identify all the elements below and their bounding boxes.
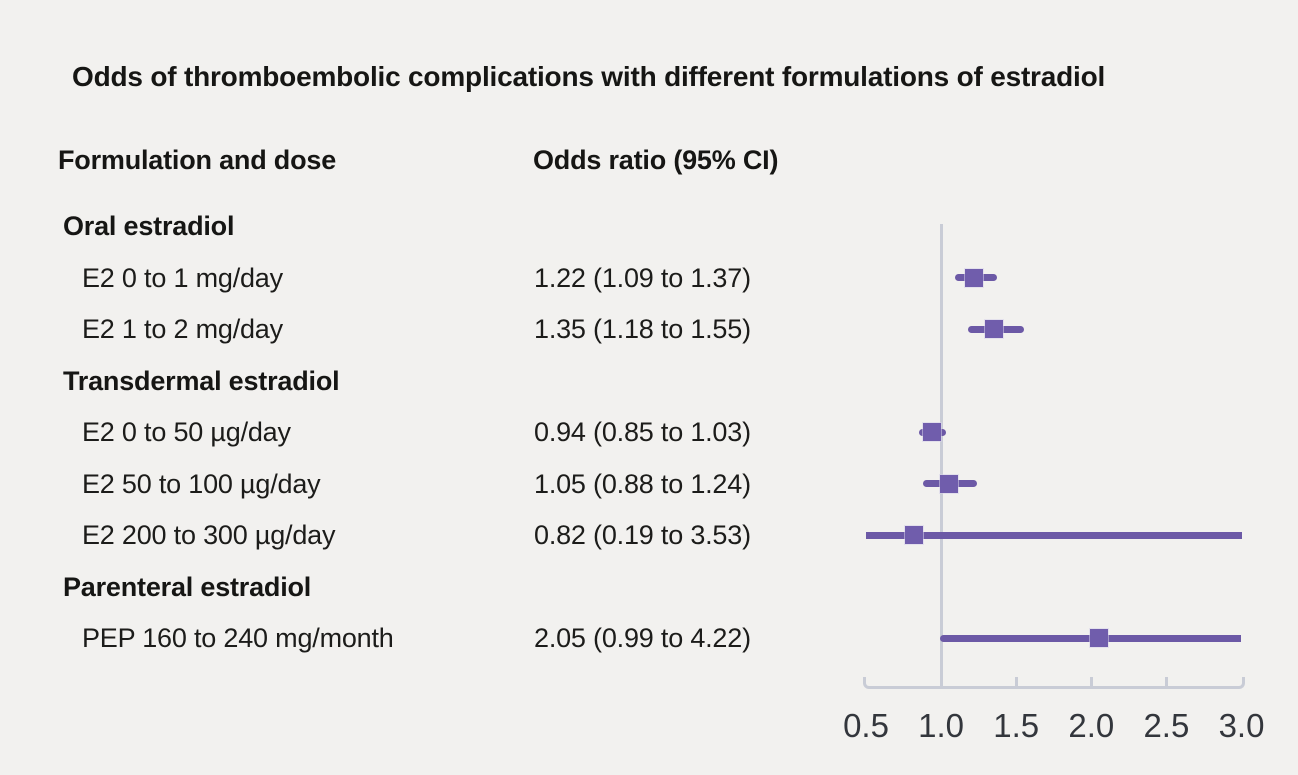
row-label: E2 200 to 300 µg/day	[82, 520, 336, 551]
row-odds-ratio-value: 0.82 (0.19 to 3.53)	[534, 520, 751, 551]
row-label: E2 1 to 2 mg/day	[82, 314, 283, 345]
row-odds-ratio-value: 0.94 (0.85 to 1.03)	[534, 417, 751, 448]
row-label: E2 0 to 1 mg/day	[82, 262, 283, 293]
axis-tick-label: 2.0	[1068, 707, 1115, 744]
axis-tick	[1014, 677, 1018, 689]
group-label: Oral estradiol	[63, 211, 235, 241]
column-header-odds-ratio: Odds ratio (95% CI)	[533, 145, 779, 175]
row-odds-ratio-value: 1.22 (1.09 to 1.37)	[534, 262, 751, 293]
x-axis	[863, 677, 1245, 689]
axis-tick-label: 0.5	[843, 707, 889, 744]
estimate-square	[939, 474, 958, 493]
estimate-square	[984, 320, 1003, 339]
axis-tick-label: 1.0	[918, 707, 965, 744]
estimate-square	[1089, 629, 1108, 648]
reference-line	[939, 224, 943, 689]
column-header-formulation: Formulation and dose	[58, 145, 337, 175]
axis-tick-label: 1.5	[993, 707, 1040, 744]
group-label: Transdermal estradiol	[63, 365, 340, 396]
row-label: E2 50 to 100 µg/day	[82, 468, 321, 499]
axis-tick-label: 2.5	[1143, 707, 1190, 744]
chart-title: Odds of thromboembolic complications wit…	[72, 61, 1106, 92]
estimate-square	[905, 526, 924, 545]
row-label: PEP 160 to 240 mg/month	[82, 623, 394, 654]
row-odds-ratio-value: 1.05 (0.88 to 1.24)	[534, 468, 751, 499]
estimate-square	[923, 423, 942, 442]
axis-tick	[1089, 677, 1093, 689]
row-odds-ratio-value: 2.05 (0.99 to 4.22)	[534, 623, 751, 654]
ci-line	[866, 531, 1242, 539]
axis-tick	[1164, 677, 1168, 689]
group-label: Parenteral estradiol	[63, 571, 312, 602]
axis-tick-label: 3.0	[1218, 707, 1265, 744]
estimate-square	[965, 268, 984, 287]
row-odds-ratio-value: 1.35 (1.18 to 1.55)	[534, 314, 751, 345]
row-label: E2 0 to 50 µg/day	[82, 417, 291, 448]
